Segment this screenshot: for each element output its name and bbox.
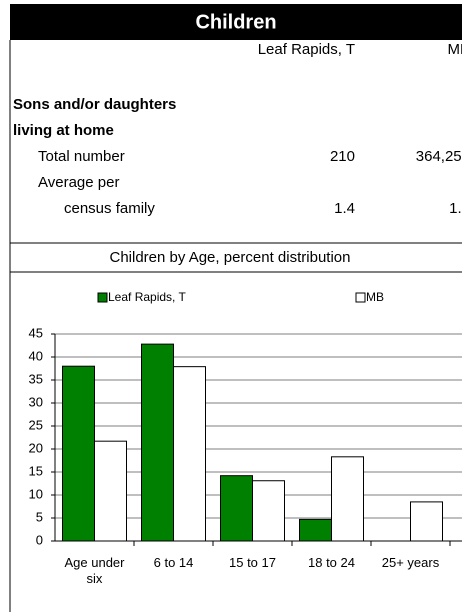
bar [299, 518, 332, 542]
y-tick-label: 45 [29, 325, 43, 340]
y-tick-label: 30 [29, 394, 43, 409]
column-header: MB [448, 41, 462, 58]
bar [220, 475, 253, 542]
chart-title: Children by Age, percent distribution [110, 249, 351, 266]
bar [331, 456, 364, 542]
section-label: Sons and/or daughters [13, 96, 176, 113]
column-header: Leaf Rapids, T [258, 41, 355, 58]
table-title: Children [195, 11, 276, 33]
header-bar [10, 4, 462, 40]
legend-label: Leaf Rapids, T [108, 290, 186, 304]
section-label: living at home [13, 122, 114, 139]
row-label: Average per [38, 174, 119, 191]
row-label: Total number [38, 148, 125, 165]
legend-label: MB [366, 290, 384, 304]
y-tick-label: 10 [29, 486, 43, 501]
bar [62, 365, 95, 542]
bar [141, 343, 174, 542]
y-tick-label: 0 [36, 532, 43, 547]
cell: 364,250 [416, 148, 462, 165]
bar [94, 440, 127, 542]
cell: 1.2 [449, 200, 462, 217]
x-tick-label: 18 to 24 [308, 555, 355, 570]
legend-swatch [97, 292, 108, 303]
cell: 210 [330, 148, 355, 165]
y-tick-label: 5 [36, 509, 43, 524]
x-tick-label: 15 to 17 [229, 555, 276, 570]
bar [252, 480, 285, 542]
bar [410, 501, 443, 542]
y-tick-label: 25 [29, 417, 43, 432]
y-tick-label: 40 [29, 348, 43, 363]
legend-swatch [355, 292, 366, 303]
bar [173, 366, 206, 542]
y-tick-label: 15 [29, 463, 43, 478]
x-tick-label: Age under six [64, 555, 125, 586]
y-tick-label: 20 [29, 440, 43, 455]
x-tick-label: 25+ years [381, 555, 440, 570]
cell: 1.4 [334, 200, 355, 217]
y-tick-label: 35 [29, 371, 43, 386]
x-tick-label: 6 to 14 [153, 555, 194, 570]
row-label: census family [64, 200, 155, 217]
